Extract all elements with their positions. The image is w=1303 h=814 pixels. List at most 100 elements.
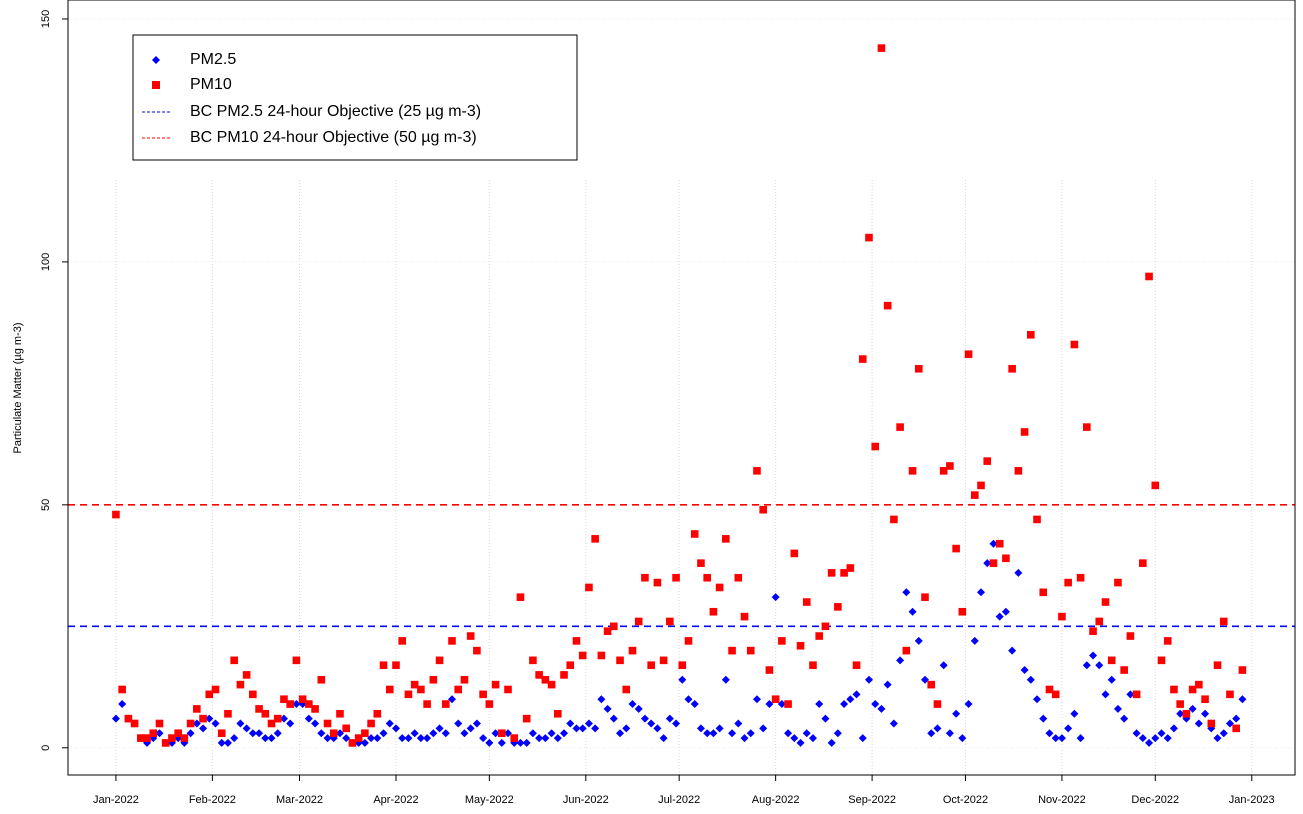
pm10-point <box>547 680 556 689</box>
pm10-point <box>989 559 998 567</box>
pm10-point <box>572 637 581 645</box>
pm25-point <box>871 700 880 709</box>
x-tick-label: Nov-2022 <box>1038 794 1086 806</box>
pm10-point <box>305 700 313 708</box>
pm10-point <box>1157 656 1166 665</box>
pm10-point <box>435 656 444 665</box>
y-tick-label: 0 <box>40 745 52 751</box>
pm25-point <box>1225 719 1234 728</box>
legend-label: PM10 <box>190 76 232 93</box>
pm25-point <box>1014 568 1023 577</box>
pm25-point <box>1151 734 1160 743</box>
pm10-point <box>423 700 431 708</box>
pm10-point <box>541 675 550 684</box>
y-tick-label: 150 <box>40 10 52 28</box>
pm25-point <box>752 695 761 704</box>
pm10-point <box>211 685 220 694</box>
pm10-point <box>622 685 631 694</box>
pm10-point <box>174 729 182 738</box>
pm10-point <box>1170 685 1178 694</box>
pm10-point <box>778 637 786 645</box>
pm25-point <box>665 714 674 723</box>
pm10-point <box>1195 680 1203 689</box>
legend-label: BC PM2.5 24-hour Objective (25 µg m-3) <box>190 103 481 120</box>
pm10-point <box>1126 632 1135 640</box>
x-tick-label: Oct-2022 <box>943 794 988 806</box>
pm10-point <box>939 467 948 475</box>
pm10-point <box>199 714 207 723</box>
pm10-point <box>734 573 743 582</box>
pm10-point <box>535 671 543 679</box>
pm10-point <box>485 700 494 708</box>
pm25-point <box>1188 704 1197 713</box>
pm25-point <box>1089 651 1098 660</box>
pm10-point <box>790 549 799 558</box>
pm10-point <box>112 510 120 519</box>
pm10-point <box>809 661 817 669</box>
x-tick-label: Jun-2022 <box>563 794 609 806</box>
legend-box <box>132 34 578 161</box>
pm25-point <box>977 588 986 597</box>
pm25-point <box>1132 729 1141 738</box>
pm10-point <box>205 690 214 699</box>
pm25-point <box>317 729 326 738</box>
pm10-point <box>653 578 662 587</box>
pm10-point <box>311 705 319 713</box>
pm25-point <box>118 700 127 709</box>
pm10-point <box>323 719 332 728</box>
pm25-point <box>267 734 276 743</box>
pm10-point <box>1219 617 1228 626</box>
pm25-point <box>983 559 992 568</box>
pm25-point <box>1113 704 1122 713</box>
pm25-point <box>1107 675 1116 684</box>
pm10-point <box>510 734 519 742</box>
pm25-point <box>659 734 668 743</box>
pm25-point <box>802 729 811 738</box>
pm25-point <box>1039 714 1048 723</box>
pm10-point <box>846 564 855 572</box>
pm10-point <box>834 603 842 611</box>
pm25-point <box>933 724 942 733</box>
x-tick-label: May-2022 <box>465 794 514 806</box>
x-tick-label: Jan-2023 <box>1229 794 1275 806</box>
pm25-point <box>908 607 917 616</box>
pm25-point <box>964 700 973 709</box>
pm10-point <box>840 569 848 577</box>
pm25-point <box>504 729 513 738</box>
pm10-point <box>1114 578 1122 587</box>
pm10-point <box>1027 330 1035 339</box>
pm10-point <box>230 656 238 665</box>
pm10-point <box>186 719 195 728</box>
pm10-point <box>1076 573 1085 582</box>
pm25-point <box>1095 661 1104 670</box>
pm10-point <box>329 729 338 738</box>
pm10-point <box>964 350 973 359</box>
pm25-point <box>435 724 444 733</box>
pm25-point <box>391 724 400 733</box>
pm25-point <box>1169 724 1178 733</box>
pm10-point <box>1089 627 1097 635</box>
legend-label: BC PM10 24-hour Objective (50 µg m-3) <box>190 129 477 146</box>
pm10-point <box>566 661 575 669</box>
pm10-point <box>118 685 126 694</box>
pm10-point <box>280 695 288 704</box>
pm25-point <box>448 695 457 704</box>
pm25-point <box>603 704 612 713</box>
pm25-point <box>335 729 344 738</box>
pm25-point <box>640 714 649 723</box>
pm25-point <box>373 734 382 743</box>
pm25-point <box>759 724 768 733</box>
pm25-point <box>647 719 656 728</box>
pm25-point <box>846 695 855 704</box>
pm25-point <box>516 738 525 747</box>
pm10-point <box>1145 272 1153 281</box>
x-tick-label: Aug-2022 <box>752 794 800 806</box>
pm25-point <box>995 612 1004 621</box>
pm25-point <box>1145 738 1154 747</box>
pm10-point <box>224 709 232 718</box>
pm10-point <box>1238 666 1247 674</box>
pm25-point <box>186 729 195 738</box>
y-tick-label: 50 <box>40 499 52 511</box>
pm10-point <box>448 637 456 645</box>
